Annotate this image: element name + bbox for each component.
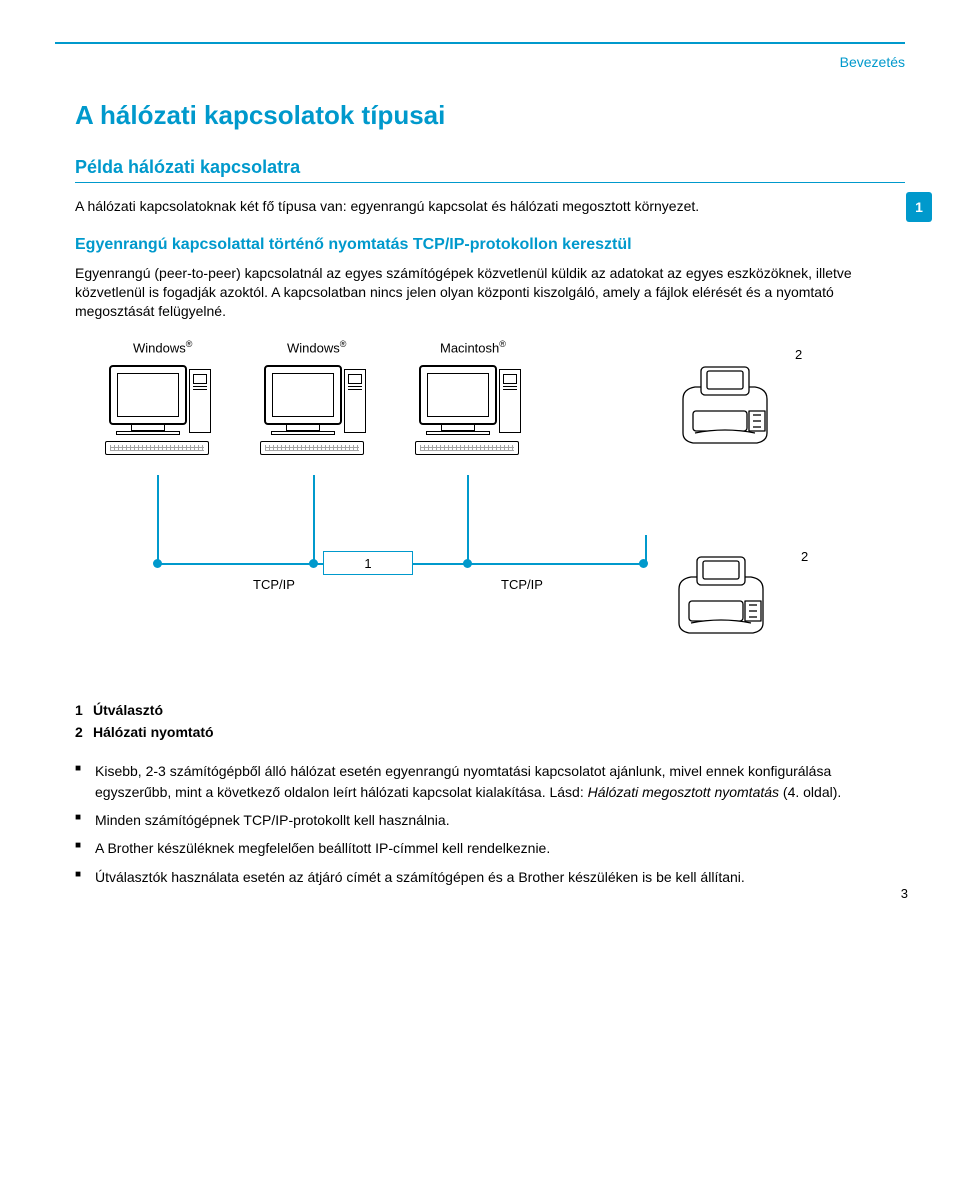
printer-icon — [661, 545, 781, 648]
network-link — [313, 475, 315, 563]
list-item: Útválasztók használata esetén az átjáró … — [75, 867, 905, 887]
os-label: Windows® — [133, 339, 192, 355]
header-section: Bevezetés — [0, 54, 905, 70]
printer-icon — [665, 355, 785, 458]
diagram-callout: 2 — [801, 549, 808, 564]
page-content: A hálózati kapcsolatok típusai Példa hál… — [0, 70, 960, 915]
top-rule — [55, 42, 905, 44]
legend-item: 2Hálózati nyomtató — [75, 721, 905, 743]
list-item: Minden számítógépnek TCP/IP-protokollt k… — [75, 810, 905, 830]
os-label: Windows® — [287, 339, 346, 355]
intro-paragraph: A hálózati kapcsolatoknak két fő típusa … — [75, 197, 905, 216]
network-node — [639, 559, 648, 568]
os-label: Macintosh® — [440, 339, 506, 355]
network-link — [157, 475, 159, 563]
list-item: A Brother készüléknek megfelelően beállí… — [75, 838, 905, 858]
network-diagram: Windows® Windows® Macintosh® 2 — [105, 339, 835, 689]
block-title: Egyenrangú kapcsolattal történő nyomtatá… — [75, 236, 905, 254]
chapter-tab: 1 — [906, 192, 932, 222]
network-node — [153, 559, 162, 568]
computer-icon — [260, 365, 380, 475]
protocol-label: TCP/IP — [501, 577, 543, 592]
diagram-callout: 2 — [795, 347, 802, 362]
protocol-label: TCP/IP — [253, 577, 295, 592]
computer-icon — [105, 365, 225, 475]
router-label-box: 1 — [323, 551, 413, 575]
notes-list: Kisebb, 2-3 számítógépből álló hálózat e… — [75, 761, 905, 886]
computer-icon — [415, 365, 535, 475]
page-title: A hálózati kapcsolatok típusai — [75, 100, 905, 131]
subsection-title: Példa hálózati kapcsolatra — [75, 157, 905, 183]
network-node — [309, 559, 318, 568]
network-node — [463, 559, 472, 568]
legend-item: 1Útválasztó — [75, 699, 905, 721]
diagram-legend: 1Útválasztó2Hálózati nyomtató — [75, 699, 905, 744]
block-paragraph: Egyenrangú (peer-to-peer) kapcsolatnál a… — [75, 264, 905, 321]
network-link — [467, 475, 469, 563]
page-number: 3 — [901, 886, 908, 901]
list-item: Kisebb, 2-3 számítógépből álló hálózat e… — [75, 761, 905, 802]
